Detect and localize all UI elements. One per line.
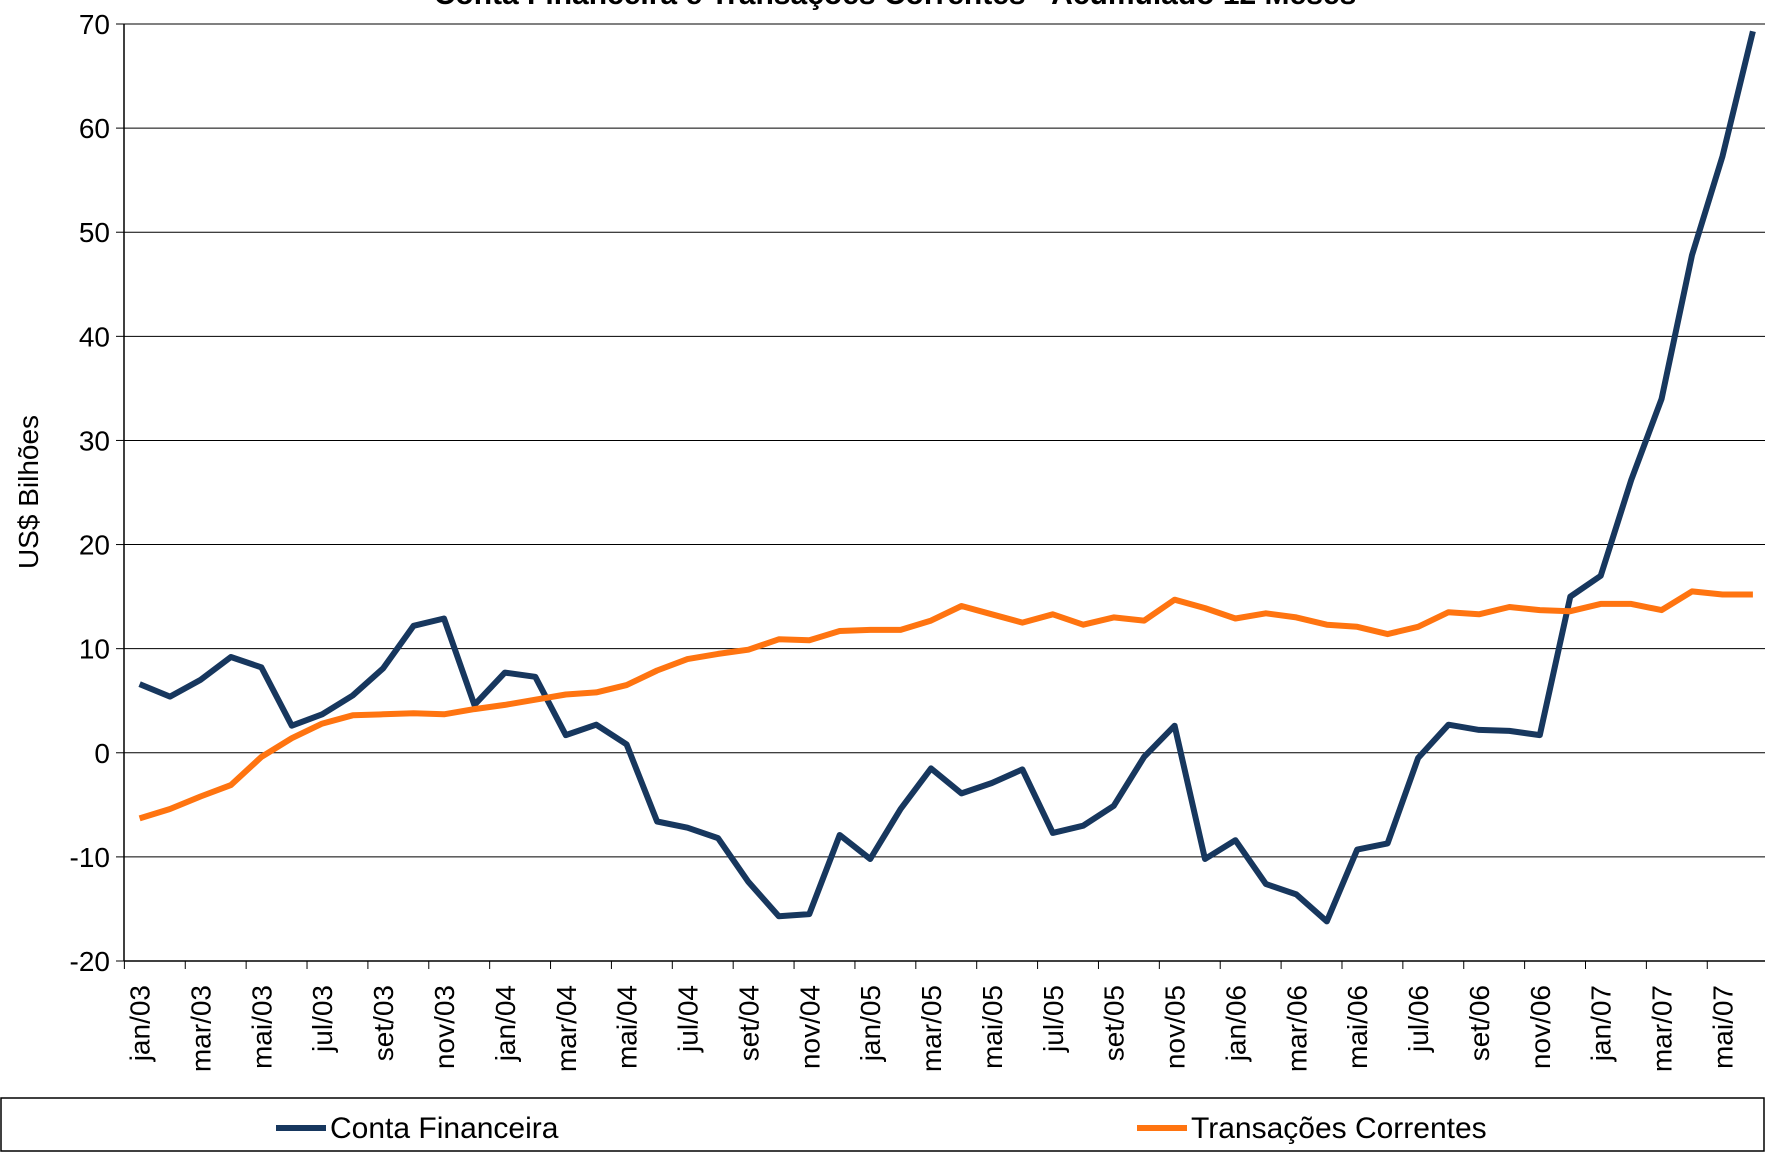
y-tick-label: 10 [79,634,110,665]
y-tick-label: 0 [94,738,110,769]
chart-title: Conta Financeira e Transações Correntes … [434,0,1357,11]
x-tick-label: jan/04 [490,985,521,1062]
line-series [138,30,1756,925]
legend-label: Transações Correntes [1191,1112,1487,1145]
y-tick-label: 70 [79,9,110,40]
x-tick-label: jul/04 [673,985,704,1053]
x-tick-label: jan/06 [1220,985,1251,1062]
y-tick-label: -20 [70,946,110,977]
x-tick-label: mar/03 [185,985,216,1072]
x-tick-label: mai/07 [1707,985,1738,1069]
y-tick-label: 40 [79,321,110,352]
y-axis-label: US$ Bilhões [13,415,44,569]
x-tick-label: mar/06 [1281,985,1312,1072]
x-tick-label: jul/06 [1403,985,1434,1053]
y-tick-label: 60 [79,113,110,144]
legend-label: Conta Financeira [330,1112,559,1145]
x-tick-label: set/03 [368,985,399,1061]
x-tick-label: set/06 [1464,985,1495,1061]
y-tick-label: 20 [79,530,110,561]
x-tick-label: jul/05 [1038,985,1069,1053]
x-tick-label: mai/06 [1342,985,1373,1069]
y-tick-label: 50 [79,217,110,248]
x-tick-label: jan/07 [1586,985,1617,1062]
x-tick-label: nov/04 [794,985,825,1069]
x-tick-label: set/04 [733,985,764,1061]
x-tick-label: nov/06 [1525,985,1556,1069]
x-tick-label: mai/03 [246,985,277,1069]
x-tick-label: mar/04 [551,985,582,1072]
x-tick-label: nov/03 [429,985,460,1069]
x-tick-label: mai/04 [612,985,643,1069]
x-tick-label: jan/05 [855,985,886,1062]
x-tick-label: jan/03 [125,985,156,1062]
x-tick-label: set/05 [1099,985,1130,1061]
x-tick-label: mar/05 [916,985,947,1072]
y-tick-label: -10 [70,842,110,873]
line-series [138,588,1753,822]
x-tick-label: jul/03 [307,985,338,1053]
x-tick-label: mar/07 [1647,985,1678,1072]
x-tick-label: mai/05 [977,985,1008,1069]
x-tick-label: nov/05 [1160,985,1191,1069]
y-tick-label: 30 [79,425,110,456]
legend-box [0,1097,1765,1152]
